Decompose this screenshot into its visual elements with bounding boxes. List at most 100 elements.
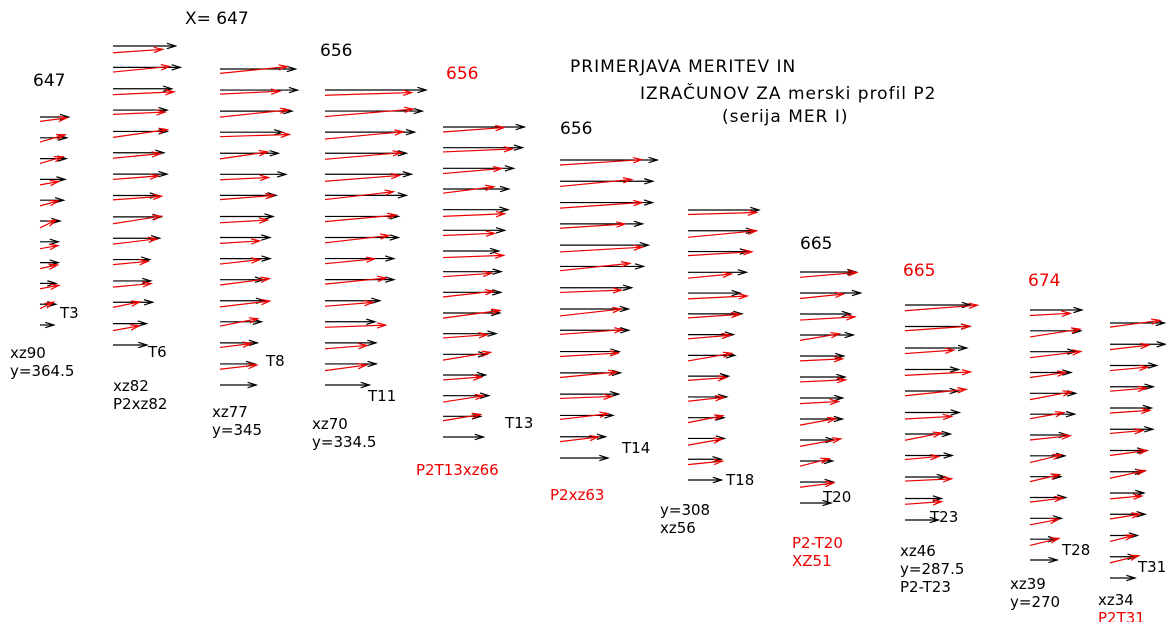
arrow bbox=[559, 177, 634, 188]
arrow-shaft bbox=[112, 260, 149, 266]
arrow-head bbox=[943, 452, 955, 459]
arrow-head bbox=[929, 516, 941, 524]
arrow-head bbox=[499, 206, 510, 213]
arrow bbox=[442, 210, 507, 218]
arrow bbox=[1029, 495, 1065, 503]
arrow-shaft bbox=[1109, 449, 1148, 457]
arrow bbox=[442, 252, 506, 259]
arrow-head bbox=[162, 85, 174, 92]
arrow-head bbox=[609, 350, 621, 357]
arrow bbox=[799, 480, 836, 488]
arrow-shaft bbox=[324, 108, 414, 118]
arrow-head bbox=[713, 437, 725, 444]
arrow-head bbox=[1140, 407, 1152, 415]
arrow bbox=[39, 134, 67, 143]
arrow bbox=[220, 213, 276, 220]
profile-t-label: T8 bbox=[265, 352, 285, 370]
arrow bbox=[800, 289, 863, 297]
arrow-shaft bbox=[324, 152, 402, 160]
arrow-head bbox=[824, 480, 836, 488]
arrow-head bbox=[743, 249, 754, 256]
arrow-head bbox=[1129, 554, 1141, 561]
profile-t-label: T13 bbox=[504, 414, 533, 432]
arrow-shaft bbox=[1109, 534, 1134, 542]
arrow bbox=[799, 314, 857, 321]
arrow-head bbox=[499, 185, 511, 193]
profile-top-label: 665 bbox=[800, 234, 832, 254]
arrow-head bbox=[1144, 426, 1155, 433]
arrow bbox=[443, 330, 499, 337]
arrow-head bbox=[278, 64, 290, 71]
arrow-shaft bbox=[324, 234, 389, 244]
arrow-head bbox=[164, 89, 176, 96]
arrow-head bbox=[1048, 556, 1060, 564]
arrow bbox=[40, 280, 58, 287]
arrow-head bbox=[166, 42, 178, 50]
arrow-shaft bbox=[1029, 328, 1080, 338]
arrow-shaft bbox=[1109, 387, 1147, 392]
arrow-shaft bbox=[559, 352, 619, 358]
arrow-head bbox=[1062, 390, 1074, 397]
arrow bbox=[1029, 433, 1073, 441]
arrow-head bbox=[731, 289, 743, 297]
arrow-head bbox=[1056, 370, 1068, 377]
arrow-shaft bbox=[559, 371, 618, 379]
arrow bbox=[113, 85, 174, 92]
arrow-head bbox=[258, 149, 270, 157]
arrow bbox=[325, 86, 429, 94]
arrow bbox=[325, 255, 396, 262]
arrow bbox=[1029, 537, 1061, 547]
arrow bbox=[687, 209, 759, 216]
arrow-head bbox=[1061, 433, 1073, 440]
arrow bbox=[112, 258, 151, 266]
arrow-shaft bbox=[799, 417, 836, 426]
arrow-shaft bbox=[324, 277, 387, 285]
arrow-shaft bbox=[442, 413, 481, 422]
arrow-head bbox=[1053, 495, 1065, 503]
arrow-head bbox=[494, 252, 506, 259]
arrow-shaft bbox=[559, 159, 642, 166]
arrow bbox=[442, 332, 490, 339]
arrow-head bbox=[479, 392, 491, 399]
arrow-head bbox=[474, 433, 486, 441]
arrow bbox=[800, 310, 853, 318]
arrow-head bbox=[47, 280, 58, 287]
arrow bbox=[1109, 318, 1162, 328]
arrow-shaft bbox=[1109, 319, 1161, 328]
arrow-head bbox=[721, 332, 733, 340]
arrow-head bbox=[363, 299, 375, 307]
arrow-head bbox=[941, 430, 953, 438]
arrow-head bbox=[277, 171, 288, 178]
arrow-head bbox=[143, 299, 155, 306]
profile-top-label: 656 bbox=[446, 64, 478, 84]
arrow-shaft bbox=[112, 153, 161, 159]
arrow-head bbox=[357, 362, 369, 370]
arrow-head bbox=[1150, 318, 1162, 325]
arrow-head bbox=[713, 414, 725, 421]
arrow bbox=[39, 115, 69, 123]
arrow-shaft bbox=[442, 126, 505, 133]
arrow bbox=[324, 362, 369, 372]
arrow bbox=[1029, 473, 1062, 483]
arrow-head bbox=[730, 311, 742, 319]
arrow-shaft bbox=[1109, 495, 1142, 500]
arrow-head bbox=[158, 127, 170, 135]
arrow-head bbox=[247, 362, 259, 370]
arrow-shaft bbox=[1029, 312, 1071, 317]
arrow bbox=[799, 291, 846, 300]
arrow bbox=[905, 344, 969, 352]
arrow bbox=[800, 436, 837, 444]
arrow-shaft bbox=[799, 458, 830, 467]
arrow-head bbox=[397, 192, 409, 199]
arrow bbox=[688, 476, 724, 484]
arrow-shaft bbox=[687, 438, 723, 446]
arrow-shaft bbox=[687, 460, 723, 466]
arrow bbox=[687, 311, 742, 319]
arrow-head bbox=[932, 431, 944, 438]
arrow-head bbox=[1136, 469, 1148, 476]
profile-label: y=287.5 bbox=[900, 560, 964, 578]
arrow-shaft bbox=[39, 200, 59, 207]
arrow-head bbox=[270, 88, 282, 95]
arrow-head bbox=[472, 374, 484, 381]
arrow-shaft bbox=[904, 432, 942, 441]
